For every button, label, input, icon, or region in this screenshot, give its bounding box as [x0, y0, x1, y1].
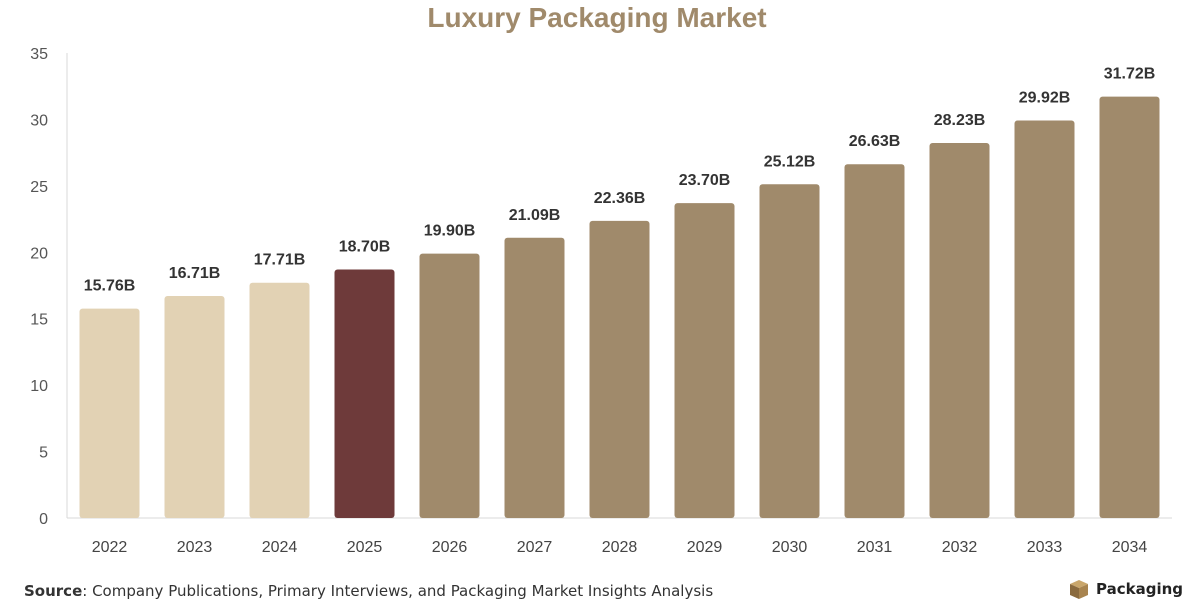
- x-tick-label: 2024: [262, 539, 298, 556]
- data-label: 16.71B: [169, 265, 221, 282]
- chart-title: Luxury Packaging Market: [427, 2, 766, 33]
- x-tick-label: 2025: [347, 539, 383, 556]
- data-label: 19.90B: [424, 223, 476, 240]
- bar-2026: [419, 253, 480, 518]
- y-tick-label: 20: [30, 245, 48, 262]
- data-label: 21.09B: [509, 207, 561, 224]
- y-tick-label: 5: [39, 445, 48, 462]
- bar-2032: [929, 142, 990, 519]
- bar-2028: [589, 220, 650, 518]
- data-label: 29.92B: [1019, 89, 1071, 106]
- source-label: Source: [24, 582, 83, 600]
- bar-2024: [249, 282, 310, 518]
- data-label: 22.36B: [594, 190, 646, 207]
- y-tick-label: 15: [30, 312, 48, 329]
- data-label: 15.76B: [84, 278, 136, 295]
- source-text: : Company Publications, Primary Intervie…: [82, 582, 714, 600]
- source-note: Source: Company Publications, Primary In…: [24, 582, 713, 600]
- data-label: 18.70B: [339, 239, 391, 256]
- x-tick-label: 2029: [687, 539, 723, 556]
- data-label: 28.23B: [934, 112, 986, 129]
- bar-2030: [759, 184, 820, 518]
- x-tick-label: 2026: [432, 539, 468, 556]
- bar-2033: [1014, 120, 1075, 519]
- x-tick-label: 2027: [517, 539, 553, 556]
- data-label: 31.72B: [1104, 66, 1156, 83]
- data-label: 23.70B: [679, 172, 731, 189]
- brand: Packaging: [1068, 578, 1183, 600]
- bar-2023: [164, 295, 225, 518]
- x-tick-label: 2031: [857, 539, 893, 556]
- x-tick-label: 2033: [1027, 539, 1063, 556]
- x-tick-label: 2030: [772, 539, 808, 556]
- bar-2034: [1099, 96, 1160, 518]
- bar-2022: [79, 308, 140, 518]
- bar-2025: [334, 269, 395, 518]
- bars: [79, 96, 1160, 519]
- x-tick-label: 2032: [942, 539, 978, 556]
- x-tick-label: 2023: [177, 539, 213, 556]
- bar-2029: [674, 203, 735, 518]
- y-tick-label: 0: [39, 511, 48, 528]
- brand-name: Packaging: [1096, 580, 1183, 598]
- x-tick-label: 2022: [92, 539, 128, 556]
- box-logo-icon: [1070, 580, 1088, 599]
- data-label: 17.71B: [254, 252, 306, 269]
- y-axis: 0 5 10 15 20 25 30 35: [30, 46, 68, 528]
- x-tick-label: 2028: [602, 539, 638, 556]
- bar-2031: [844, 164, 905, 519]
- y-tick-label: 25: [30, 179, 48, 196]
- data-labels: 15.76B 16.71B 17.71B 18.70B 19.90B 21.09B 22.3…: [84, 66, 1156, 295]
- x-axis: 2022 2023 2024 2025 2026 2027 2028 2029 2030 2031…: [67, 517, 1172, 556]
- y-tick-label: 30: [30, 112, 48, 129]
- y-tick-label: 10: [30, 378, 48, 395]
- y-tick-label: 35: [30, 46, 48, 63]
- x-tick-label: 2034: [1112, 539, 1148, 556]
- data-label: 25.12B: [764, 153, 816, 170]
- bar-2027: [504, 237, 565, 518]
- data-label: 26.63B: [849, 133, 901, 150]
